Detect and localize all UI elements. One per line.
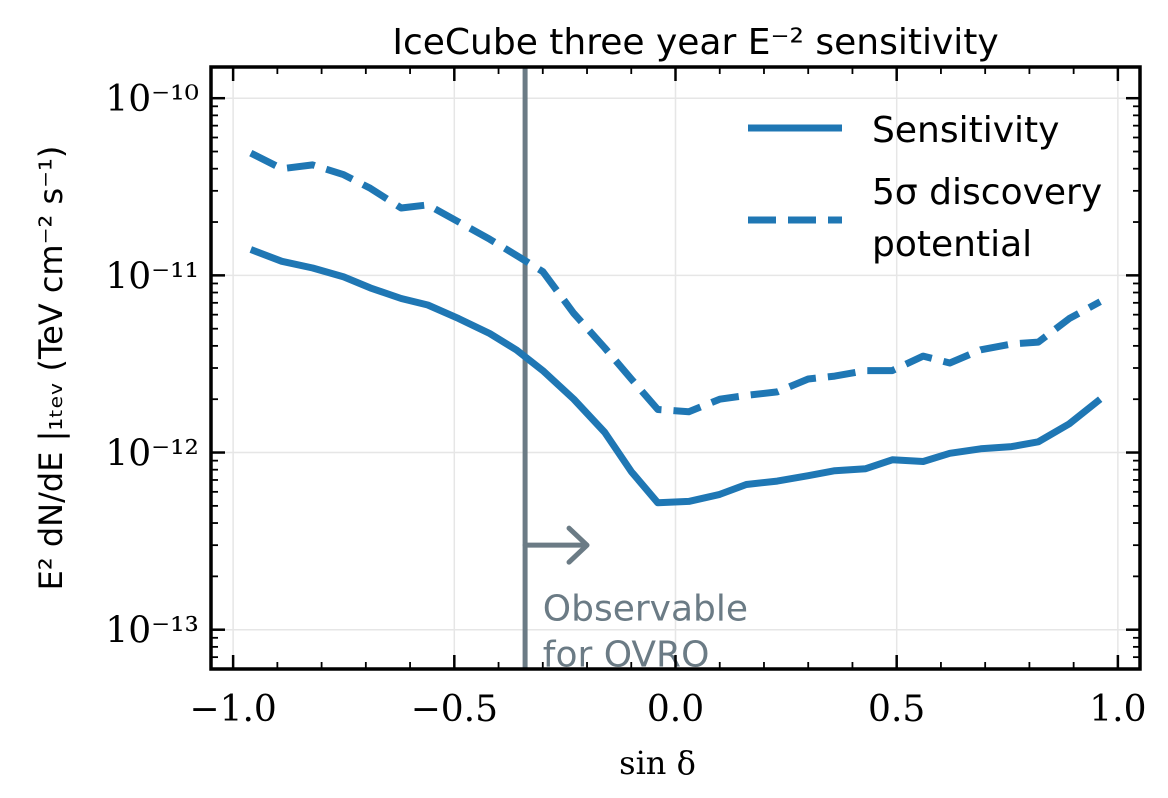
grid [211,67,1140,669]
discovery-potential-line [249,149,1102,416]
x-tick-label: −0.5 [411,689,498,730]
legend-discovery-label: 5σ discovery potential [872,172,1102,265]
y-tick-label: 10⁻¹² [105,434,199,475]
y-tick-label: 10⁻¹⁰ [105,79,199,120]
x-axis-label: sin δ [619,744,696,782]
y-tick-label: 10⁻¹³ [105,611,199,652]
x-tick-label: 0.5 [868,689,925,730]
y-tick-label: 10⁻¹¹ [105,256,199,297]
observable-arrow-head [566,525,590,565]
chart-title: IceCube three year E⁻² sensitivity [392,22,998,63]
sensitivity-line [249,246,1103,507]
legend: Sensitivity 5σ discovery potential [748,110,1102,265]
observable-annotation-text: Observable [543,589,748,630]
y-axis-label: E² dN/dE |₁ₜₑᵥ (TeV cm⁻² s⁻¹) [32,146,70,591]
x-tick-label: −1.0 [189,689,276,730]
labels: −1.0 −0.5 0.0 0.5 1.0 10⁻¹³ 10⁻¹² 10⁻¹¹ 10⁻¹⁰ [105,79,1146,730]
legend-sensitivity-label: Sensitivity [872,110,1059,151]
x-tick-label: 0.0 [647,689,704,730]
ticks [211,67,1140,670]
series-layer [249,149,1103,507]
x-tick-label: 1.0 [1089,689,1146,730]
